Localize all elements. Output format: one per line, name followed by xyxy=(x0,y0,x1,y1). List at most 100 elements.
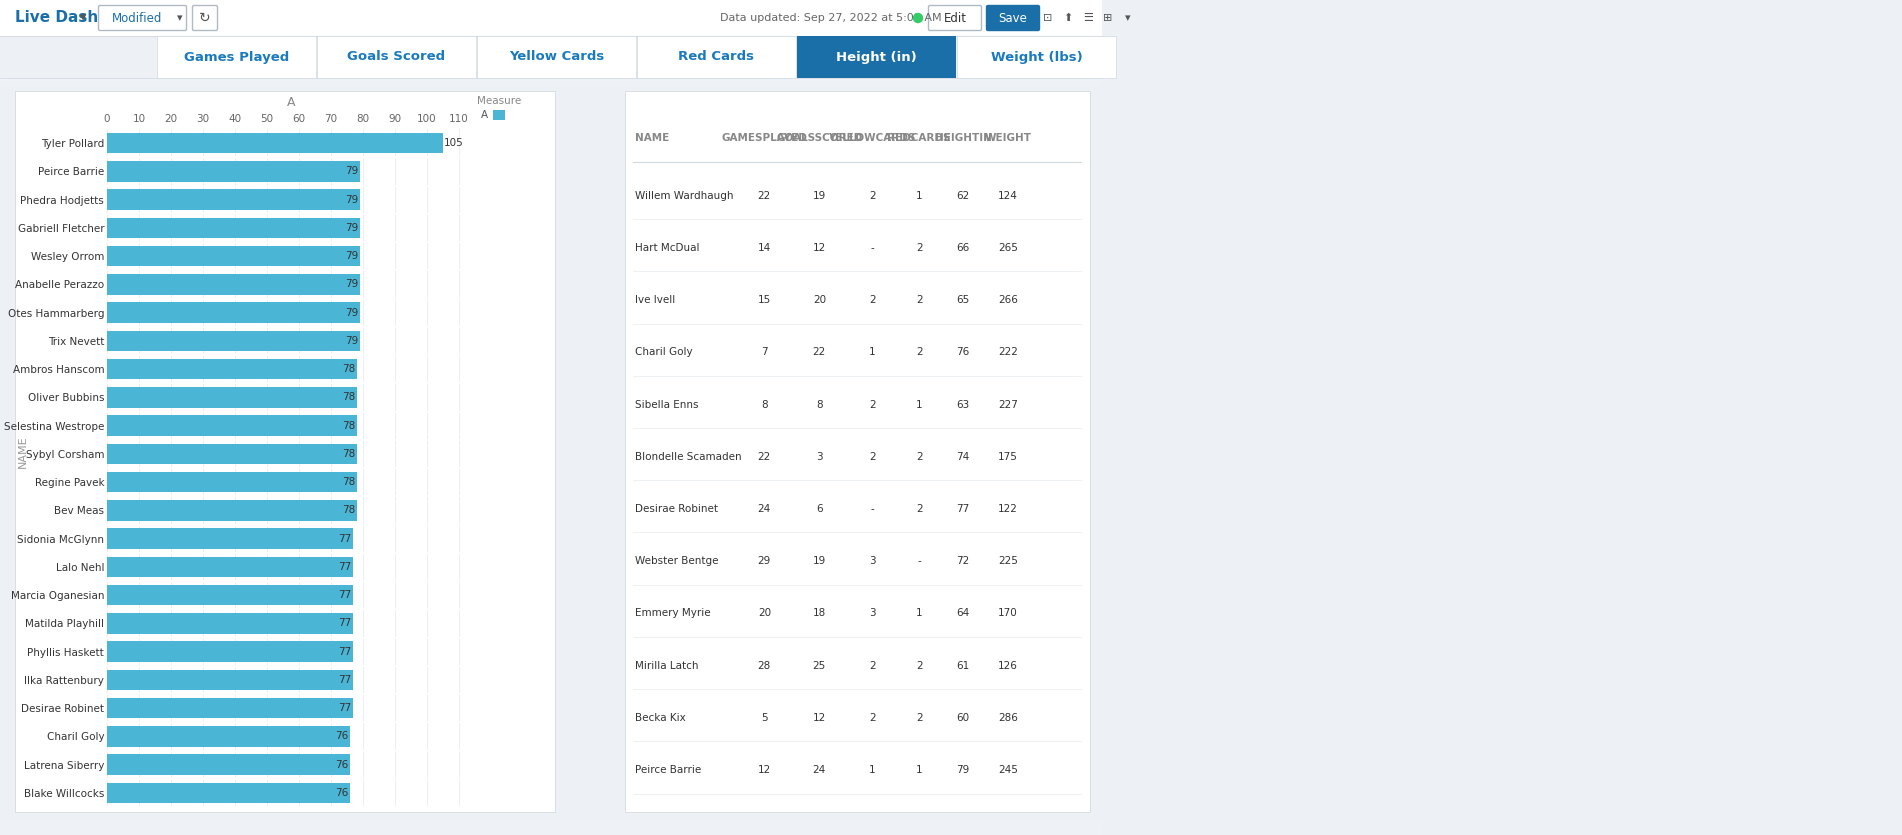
Text: 20: 20 xyxy=(757,609,770,619)
Text: 72: 72 xyxy=(957,556,970,566)
Text: 79: 79 xyxy=(344,251,358,261)
Text: Emmery Myrie: Emmery Myrie xyxy=(635,609,711,619)
Bar xyxy=(107,246,359,266)
Text: 225: 225 xyxy=(999,556,1018,566)
Text: 12: 12 xyxy=(812,713,825,723)
Text: 2: 2 xyxy=(869,399,875,409)
Text: Goals Scored: Goals Scored xyxy=(348,50,445,63)
Text: -: - xyxy=(871,504,873,514)
Text: 2: 2 xyxy=(917,295,922,305)
Text: YELLOWCARDS: YELLOWCARDS xyxy=(829,133,915,143)
Text: 3: 3 xyxy=(869,556,875,566)
Text: 7: 7 xyxy=(761,347,768,357)
Text: 79: 79 xyxy=(344,195,358,205)
Bar xyxy=(637,36,797,78)
Text: 2: 2 xyxy=(917,660,922,671)
Text: 78: 78 xyxy=(342,421,356,431)
Bar xyxy=(107,557,354,577)
Text: Webster Bentge: Webster Bentge xyxy=(635,556,719,566)
Text: NAME: NAME xyxy=(17,435,29,468)
Text: 5: 5 xyxy=(761,713,768,723)
Text: 245: 245 xyxy=(999,765,1018,775)
Text: Live Dash: Live Dash xyxy=(15,11,99,26)
Text: 24: 24 xyxy=(812,765,825,775)
Text: Weight (lbs): Weight (lbs) xyxy=(991,50,1082,63)
Bar xyxy=(0,36,1101,78)
Text: 78: 78 xyxy=(342,449,356,459)
Text: 22: 22 xyxy=(812,347,825,357)
Text: 79: 79 xyxy=(344,280,358,290)
Text: 79: 79 xyxy=(344,307,358,317)
Bar xyxy=(107,443,356,464)
Text: Charil Goly: Charil Goly xyxy=(635,347,692,357)
Bar xyxy=(107,190,359,210)
FancyBboxPatch shape xyxy=(99,6,186,31)
Bar xyxy=(107,698,354,718)
Text: Peirce Barrie: Peirce Barrie xyxy=(635,765,702,775)
Bar xyxy=(493,110,506,120)
Text: 79: 79 xyxy=(344,223,358,233)
Text: 77: 77 xyxy=(339,562,352,572)
Text: Height (in): Height (in) xyxy=(837,50,917,63)
FancyBboxPatch shape xyxy=(928,6,981,31)
Text: 1: 1 xyxy=(869,347,875,357)
Bar xyxy=(107,472,356,493)
Bar xyxy=(107,416,356,436)
Text: 22: 22 xyxy=(757,452,770,462)
Text: Measure: Measure xyxy=(477,96,521,106)
Text: 18: 18 xyxy=(812,609,825,619)
Text: 2: 2 xyxy=(917,452,922,462)
Bar xyxy=(626,91,1090,812)
Text: 78: 78 xyxy=(342,364,356,374)
Bar xyxy=(107,133,443,154)
Text: 286: 286 xyxy=(999,713,1018,723)
Text: REDCARDS: REDCARDS xyxy=(888,133,951,143)
Text: 12: 12 xyxy=(757,765,770,775)
Bar xyxy=(107,331,359,351)
Text: ▾: ▾ xyxy=(80,12,86,24)
Text: 29: 29 xyxy=(757,556,770,566)
Text: Hart McDual: Hart McDual xyxy=(635,243,700,253)
Text: GAMESPLAYED: GAMESPLAYED xyxy=(721,133,806,143)
Bar xyxy=(107,755,350,775)
Text: 227: 227 xyxy=(999,399,1018,409)
Bar xyxy=(477,36,635,78)
Text: Games Played: Games Played xyxy=(184,50,289,63)
Bar xyxy=(107,585,354,605)
FancyBboxPatch shape xyxy=(192,6,217,31)
Text: 78: 78 xyxy=(342,477,356,487)
Text: Blondelle Scamaden: Blondelle Scamaden xyxy=(635,452,742,462)
Text: 8: 8 xyxy=(761,399,768,409)
Bar xyxy=(797,36,957,78)
Text: A: A xyxy=(287,97,295,109)
Bar xyxy=(107,218,359,238)
Text: 77: 77 xyxy=(339,534,352,544)
Text: 78: 78 xyxy=(342,505,356,515)
Text: 22: 22 xyxy=(757,190,770,200)
Text: 25: 25 xyxy=(812,660,825,671)
Text: 19: 19 xyxy=(812,556,825,566)
Text: 1: 1 xyxy=(917,190,922,200)
Text: 3: 3 xyxy=(816,452,824,462)
Text: 124: 124 xyxy=(999,190,1018,200)
Text: ☰: ☰ xyxy=(1082,13,1094,23)
Text: 24: 24 xyxy=(757,504,770,514)
Text: 79: 79 xyxy=(957,765,970,775)
Text: 265: 265 xyxy=(999,243,1018,253)
Text: Ive Ivell: Ive Ivell xyxy=(635,295,675,305)
Text: Desirae Robinet: Desirae Robinet xyxy=(635,504,719,514)
Bar xyxy=(158,36,316,78)
Text: 66: 66 xyxy=(957,243,970,253)
Text: Willem Wardhaugh: Willem Wardhaugh xyxy=(635,190,734,200)
Text: A: A xyxy=(481,110,489,120)
Text: Sibella Enns: Sibella Enns xyxy=(635,399,698,409)
Text: HEIGHTIN: HEIGHTIN xyxy=(934,133,991,143)
Text: 28: 28 xyxy=(757,660,770,671)
Text: Red Cards: Red Cards xyxy=(679,50,755,63)
Text: 77: 77 xyxy=(339,703,352,713)
Text: ⊡: ⊡ xyxy=(1044,13,1052,23)
Text: 20: 20 xyxy=(812,295,825,305)
Text: 1: 1 xyxy=(917,765,922,775)
Text: Data updated: Sep 27, 2022 at 5:09 AM: Data updated: Sep 27, 2022 at 5:09 AM xyxy=(721,13,941,23)
Text: 61: 61 xyxy=(957,660,970,671)
